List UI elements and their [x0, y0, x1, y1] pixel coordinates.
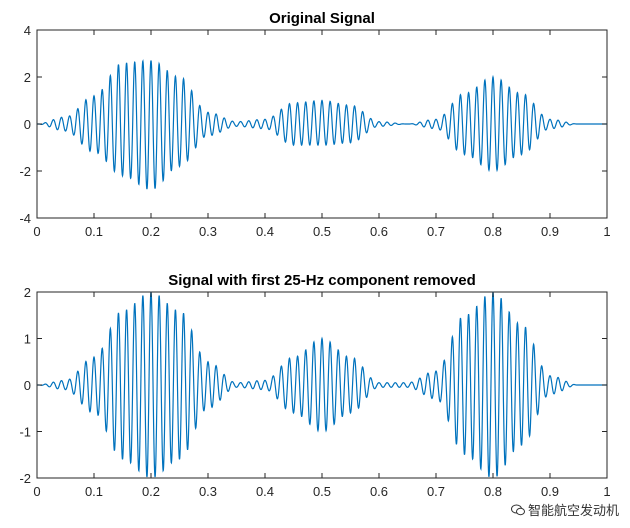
subplot-filtered-signal: 0 0.1 0.2 0.3 0.4 0.5 0.6 0.7 0.8 0.9 1 -2 -1 0 1 2 Sign…	[19, 272, 610, 499]
x-tick-label: 0.8	[484, 484, 502, 499]
signal-line	[37, 59, 607, 190]
y-tick-label: 1	[24, 332, 31, 347]
x-tick-label: 0.4	[256, 224, 274, 239]
y-tick-label: 2	[24, 285, 31, 300]
x-tick-label: 0	[33, 484, 40, 499]
x-tick-label: 0.3	[199, 224, 217, 239]
watermark-text: 智能航空发动机	[527, 504, 619, 519]
x-tick-label: 0.9	[541, 484, 559, 499]
signal-line	[37, 291, 607, 478]
x-tick-label: 0.3	[199, 484, 217, 499]
x-tick-label: 1	[603, 224, 610, 239]
chart-title: Signal with first 25-Hz component remove…	[168, 272, 476, 289]
x-tick-label: 0.7	[427, 224, 445, 239]
x-tick-label: 0.5	[313, 484, 331, 499]
x-tick-label: 0.8	[484, 224, 502, 239]
chart-title: Original Signal	[269, 10, 375, 27]
y-tick-label: -2	[19, 471, 31, 486]
x-tick-label: 0.9	[541, 224, 559, 239]
x-tick-label: 0.6	[370, 224, 388, 239]
x-tick-label: 0.1	[85, 484, 103, 499]
x-tick-label: 1	[603, 484, 610, 499]
x-tick-label: 0.7	[427, 484, 445, 499]
x-tick-label: 0.1	[85, 224, 103, 239]
x-tick-label: 0.4	[256, 484, 274, 499]
y-tick-label: 2	[24, 70, 31, 85]
y-tick-label: 0	[24, 378, 31, 393]
wechat-icon	[510, 504, 525, 515]
y-tick-label: -4	[19, 211, 31, 226]
y-tick-label: -1	[19, 425, 31, 440]
x-tick-label: 0.6	[370, 484, 388, 499]
x-tick-label: 0.5	[313, 224, 331, 239]
x-tick-label: 0.2	[142, 224, 160, 239]
y-tick-label: 0	[24, 117, 31, 132]
subplot-original-signal: 0 0.1 0.2 0.3 0.4 0.5 0.6 0.7 0.8 0.9 1 -4 -2 0 2 4 Orig…	[19, 10, 610, 239]
watermark: 智能航空发动机	[507, 499, 622, 520]
axes-box	[36, 29, 608, 219]
x-tick-label: 0	[33, 224, 40, 239]
y-tick-label: -2	[19, 164, 31, 179]
axes-box	[36, 291, 608, 479]
y-tick-label: 4	[24, 23, 31, 38]
x-tick-label: 0.2	[142, 484, 160, 499]
